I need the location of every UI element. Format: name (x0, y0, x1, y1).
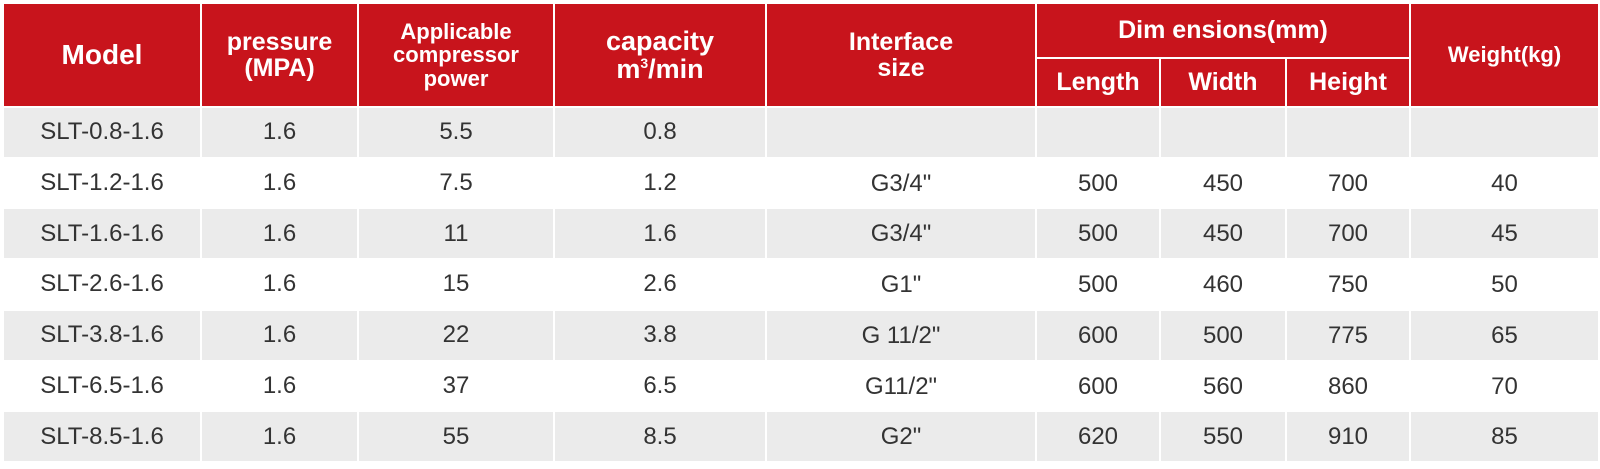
cell-weight: 50 (1409, 258, 1600, 311)
cell-length: 500 (1035, 258, 1161, 311)
cell-power: 22 (357, 308, 555, 362)
cell-height: 700 (1284, 156, 1412, 210)
cell-model: SLT-1.2-1.6 (2, 156, 202, 210)
header-dimensions: Dim ensions(mm) (1034, 2, 1412, 59)
cell-interface: G1" (765, 258, 1037, 311)
header-row-sub: Length Width Height (3, 57, 1599, 108)
cell-pressure: 1.6 (200, 258, 359, 311)
cell-capacity: 1.6 (553, 207, 767, 261)
cell-pressure: 1.6 (200, 106, 359, 159)
cell-height: 775 (1284, 308, 1412, 362)
capacity-unit-sup: 3 (640, 55, 649, 71)
header-interface-line1: Interface (848, 27, 954, 56)
cell-interface: G 11/2" (765, 308, 1037, 362)
capacity-unit-rest: /min (648, 54, 704, 84)
table-row: SLT-1.2-1.6 1.6 7.5 1.2 G3/4" 500 450 700 40 (2, 156, 1600, 210)
header-capacity-title: capacity (605, 25, 715, 56)
cell-length: 620 (1035, 410, 1161, 463)
cell-interface: G3/4" (765, 207, 1037, 261)
table-row: SLT-8.5-1.6 1.6 55 8.5 G2" 620 550 910 85 (2, 410, 1600, 463)
header-power-line1: Applicable (400, 19, 512, 45)
cell-model: SLT-1.6-1.6 (2, 207, 202, 261)
table-row: SLT-2.6-1.6 1.6 15 2.6 G1" 500 460 750 50 (2, 258, 1600, 311)
cell-capacity: 3.8 (553, 308, 767, 362)
header-row-top: Model pressure (MPA) Applicable compress… (2, 2, 1600, 108)
cell-length: 600 (1035, 308, 1161, 362)
table-row: SLT-1.6-1.6 1.6 11 1.6 G3/4" 500 450 700 45 (2, 207, 1600, 261)
header-weight: Weight(kg) (1409, 2, 1600, 108)
cell-model: SLT-0.8-1.6 (2, 106, 202, 159)
cell-length: 500 (1035, 207, 1161, 261)
cell-height: 750 (1284, 258, 1412, 311)
header-length: Length (1035, 57, 1161, 108)
cell-width (1159, 106, 1287, 159)
cell-model: SLT-8.5-1.6 (2, 410, 202, 463)
cell-capacity: 1.2 (553, 156, 767, 210)
cell-height: 700 (1284, 207, 1412, 261)
header-interface-size: Interface size (765, 2, 1037, 108)
header-compressor-power: Applicable compressor power (357, 2, 555, 108)
cell-interface: G2" (765, 410, 1037, 463)
cell-pressure: 1.6 (200, 156, 359, 210)
table-row: SLT-3.8-1.6 1.6 22 3.8 G 11/2" 600 500 775 65 (2, 308, 1600, 362)
header-pressure-line2: (MPA) (244, 54, 315, 82)
table-row: SLT-6.5-1.6 1.6 37 6.5 G11/2" 600 560 860 70 (2, 359, 1600, 413)
table-body: SLT-0.8-1.6 1.6 5.5 0.8 SLT-1.2-1.6 1.6 7.5 1.2… (2, 106, 1600, 463)
header-pressure: pressure (MPA) (200, 2, 359, 108)
cell-length (1035, 106, 1161, 159)
cell-width: 460 (1159, 258, 1287, 311)
header-model: Model (2, 2, 202, 108)
cell-power: 37 (357, 359, 555, 413)
header-power-line2: compressor (393, 42, 519, 68)
cell-weight: 45 (1409, 207, 1600, 261)
cell-capacity: 0.8 (553, 106, 767, 159)
cell-model: SLT-3.8-1.6 (2, 308, 202, 362)
header-capacity-unit: m3/min (555, 55, 765, 83)
cell-width: 550 (1159, 410, 1287, 463)
table-header: Model pressure (MPA) Applicable compress… (2, 2, 1600, 108)
cell-weight: 70 (1409, 359, 1600, 413)
cell-pressure: 1.6 (200, 410, 359, 463)
cell-height (1284, 106, 1412, 159)
header-interface-line2: size (877, 54, 925, 82)
cell-weight (1409, 106, 1600, 159)
cell-pressure: 1.6 (200, 207, 359, 261)
header-power-line3: power (423, 65, 489, 91)
cell-weight: 85 (1409, 410, 1600, 463)
cell-height: 860 (1284, 359, 1412, 413)
cell-pressure: 1.6 (200, 308, 359, 362)
cell-pressure: 1.6 (200, 359, 359, 413)
header-height: Height (1284, 57, 1412, 108)
cell-power: 15 (357, 258, 555, 311)
cell-height: 910 (1284, 410, 1412, 463)
cell-power: 5.5 (357, 106, 555, 159)
cell-width: 560 (1159, 359, 1287, 413)
cell-capacity: 2.6 (553, 258, 767, 311)
cell-width: 450 (1159, 156, 1287, 210)
cell-width: 500 (1159, 308, 1287, 362)
cell-length: 500 (1035, 156, 1161, 210)
cell-capacity: 8.5 (553, 410, 767, 463)
header-capacity: capacity m3/min (553, 2, 767, 108)
cell-model: SLT-6.5-1.6 (2, 359, 202, 413)
cell-power: 55 (357, 410, 555, 463)
capacity-unit-base: m (616, 54, 641, 84)
cell-capacity: 6.5 (553, 359, 767, 413)
cell-weight: 65 (1409, 308, 1600, 362)
cell-power: 7.5 (357, 156, 555, 210)
header-pressure-line1: pressure (226, 27, 333, 56)
table-row: SLT-0.8-1.6 1.6 5.5 0.8 (2, 106, 1600, 159)
cell-weight: 40 (1409, 156, 1600, 210)
cell-interface: G11/2" (765, 359, 1037, 413)
cell-length: 600 (1035, 359, 1161, 413)
cell-interface: G3/4" (765, 156, 1037, 210)
cell-power: 11 (357, 207, 555, 261)
header-width: Width (1159, 57, 1287, 108)
cell-model: SLT-2.6-1.6 (2, 258, 202, 311)
cell-width: 450 (1159, 207, 1287, 261)
cell-interface (765, 106, 1037, 159)
